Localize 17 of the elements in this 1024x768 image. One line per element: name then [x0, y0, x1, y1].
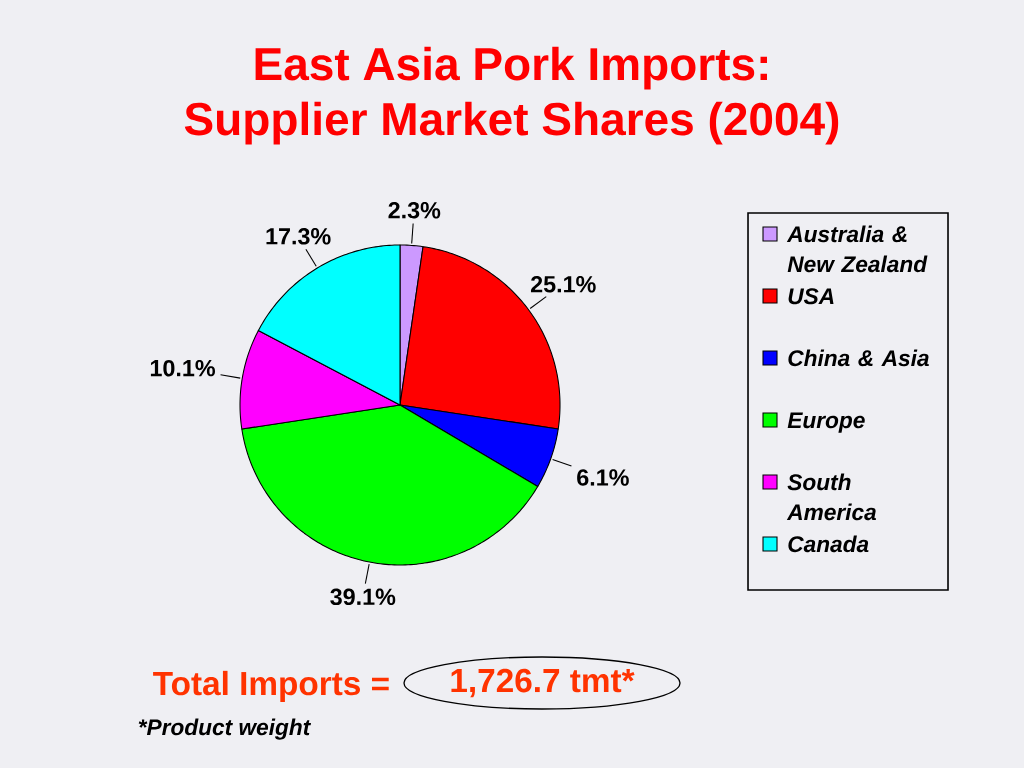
text: 1,726.7 tmt*	[451, 668, 635, 698]
legend-label: South America	[786, 473, 877, 521]
chart-title: East Asia Pork Imports:	[255, 46, 767, 90]
legend-label: Europe	[787, 412, 865, 433]
data-label: 25.1%	[530, 275, 596, 293]
legend-label: China & Asia	[788, 349, 929, 367]
legend-label: Canada	[788, 535, 869, 553]
legend-label: USA	[788, 288, 834, 305]
data-label: 39.1%	[330, 588, 396, 606]
data-label: 10.1%	[150, 359, 215, 377]
data-label: 2.3%	[388, 201, 441, 219]
chart-subtitle: Supplier Market Shares (2004)	[184, 101, 839, 145]
legend-label: Australia & New Zealand	[786, 225, 928, 273]
text: *Product weight	[138, 718, 312, 740]
text: Total Imports =	[153, 670, 389, 702]
data-label: 6.1%	[577, 469, 629, 486]
data-label: 17.3%	[266, 228, 331, 245]
